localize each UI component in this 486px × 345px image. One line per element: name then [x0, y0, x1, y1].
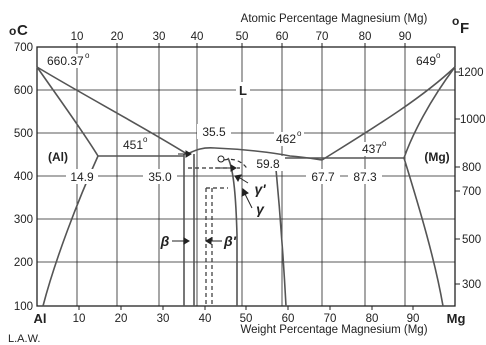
weight-ticks	[78, 306, 414, 310]
temp-451-degree: o	[143, 135, 148, 144]
temperature-annotations: 660.37 o 649 o 451 o 462 o 437 o	[47, 51, 441, 156]
phase-liquid-label: L	[239, 83, 247, 98]
tick-at-30: 30	[153, 31, 166, 43]
fahrenheit-unit: F	[460, 20, 469, 37]
temp-al-melt: 660.37	[47, 54, 84, 68]
tick-wt-10: 10	[73, 313, 86, 325]
tick-wt-20: 20	[115, 313, 128, 325]
phase-mg-label: (Mg)	[424, 150, 449, 164]
phase-beta-prime-label: β'	[223, 233, 237, 249]
comp-67-7: 67.7	[311, 170, 335, 184]
tick-c-400: 400	[14, 171, 33, 183]
tick-f-300: 300	[462, 279, 481, 291]
arrows	[172, 150, 253, 245]
tick-f-1000: 1000	[460, 114, 486, 126]
temp-437: 437	[362, 142, 382, 156]
tick-c-700: 700	[14, 42, 33, 54]
tick-wt-40: 40	[199, 313, 212, 325]
temp-mg-melt-degree: o	[436, 51, 441, 60]
label-backgrounds	[42, 54, 454, 184]
tick-f-1200: 1200	[458, 67, 484, 79]
reaction-lines	[98, 155, 404, 159]
solidus-al	[36, 66, 99, 157]
liquidus-gamma	[214, 147, 323, 161]
tick-at-70: 70	[316, 31, 329, 43]
tick-at-80: 80	[359, 31, 372, 43]
phase-al-label: (Al)	[48, 150, 68, 164]
tick-f-700: 700	[462, 186, 481, 198]
liquidus-left	[36, 66, 188, 155]
phase-gamma-prime-label: γ'	[254, 181, 266, 197]
tick-c-300: 300	[14, 214, 33, 226]
phase-boundaries	[36, 66, 456, 307]
comp-59-8: 59.8	[256, 157, 280, 171]
tick-f-800: 800	[462, 162, 481, 174]
comp-35-0: 35.0	[148, 170, 172, 184]
temp-437-degree: o	[382, 139, 387, 148]
grid-horizontal	[37, 89, 455, 263]
tick-c-600: 600	[14, 85, 33, 97]
celsius-tick-labels: 100 200 300 400 500 600 700	[14, 42, 33, 313]
tick-wt-50: 50	[240, 313, 253, 325]
temp-462-degree: o	[297, 129, 302, 138]
element-mg: Mg	[447, 311, 466, 326]
solidus-mg	[403, 66, 456, 159]
celsius-degree: o	[9, 24, 16, 38]
celsius-unit: C	[17, 22, 28, 39]
credit-label: L.A.W.	[8, 333, 40, 345]
tick-c-100: 100	[14, 301, 33, 313]
comp-87-3: 87.3	[353, 170, 377, 184]
temp-451: 451	[123, 138, 143, 152]
tick-wt-60: 60	[282, 313, 295, 325]
gamma-left-boundary	[227, 157, 238, 306]
temp-mg-melt: 649	[416, 54, 436, 68]
tick-c-500: 500	[14, 128, 33, 140]
temp-al-melt-degree: o	[85, 51, 90, 60]
fahrenheit-degree: o	[452, 14, 459, 28]
liquidus-right	[321, 66, 456, 161]
solvus-mg	[403, 157, 444, 307]
tick-wt-90: 90	[407, 313, 420, 325]
atomic-tick-labels: 10 20 30 40 50 60 70 80 90	[71, 31, 412, 43]
tick-at-40: 40	[191, 31, 204, 43]
phase-beta-label: β	[160, 233, 170, 249]
temp-462: 462	[276, 132, 296, 146]
fahrenheit-tick-labels: 300 500 700 800 1000 1200	[458, 67, 486, 291]
comp-14-9: 14.9	[70, 170, 94, 184]
tick-at-20: 20	[111, 31, 124, 43]
weight-axis-title: Weight Percentage Magnesium (Mg)	[240, 324, 427, 336]
liquidus-beta	[186, 147, 216, 155]
dash-gamma-prime	[223, 158, 249, 171]
tick-at-50: 50	[236, 31, 249, 43]
comp-35-5: 35.5	[202, 125, 226, 139]
tick-at-90: 90	[399, 31, 412, 43]
marker-circle	[217, 155, 225, 163]
tick-wt-30: 30	[157, 313, 170, 325]
tick-wt-70: 70	[324, 313, 337, 325]
gamma-right-boundary	[274, 157, 287, 307]
tick-wt-80: 80	[366, 313, 379, 325]
weight-tick-labels: 10 20 30 40 50 60 70 80 90	[73, 313, 420, 325]
atomic-ticks	[76, 43, 406, 47]
fahrenheit-ticks	[455, 71, 460, 285]
element-al: Al	[34, 311, 47, 326]
tick-f-500: 500	[462, 234, 481, 246]
tick-c-200: 200	[14, 257, 33, 269]
tick-at-60: 60	[276, 31, 289, 43]
phase-gamma-label: γ	[256, 201, 265, 217]
composition-annotations: 14.9 35.0 35.5 59.8 67.7 87.3	[70, 125, 377, 184]
tick-at-10: 10	[71, 31, 84, 43]
atomic-axis-title: Atomic Percentage Magnesium (Mg)	[241, 13, 428, 25]
